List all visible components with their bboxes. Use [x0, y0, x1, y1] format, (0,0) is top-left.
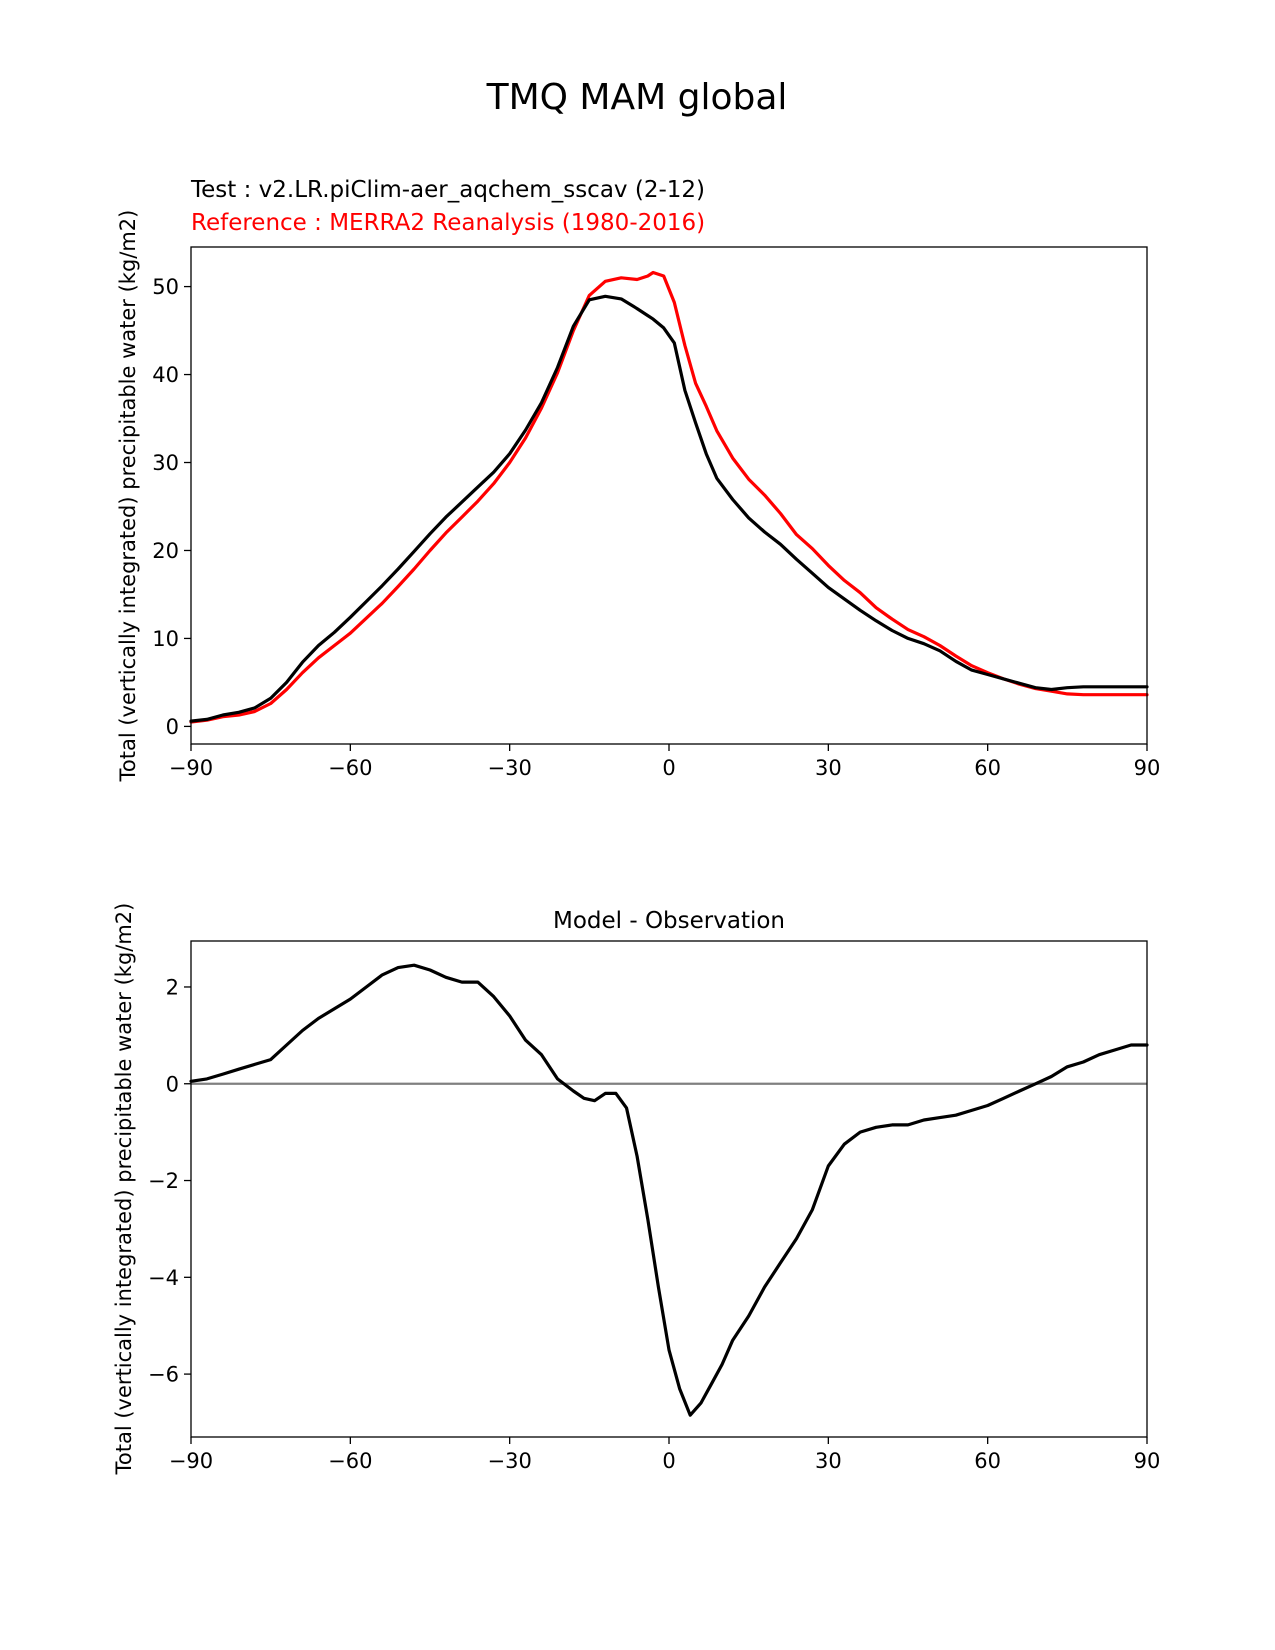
- top-xtick-label: −60: [328, 756, 372, 780]
- bottom-xtick-label: 30: [815, 1449, 842, 1473]
- bottom-xtick-label: −90: [169, 1449, 213, 1473]
- bottom-panel: Model - Observation −90 −60 −30 0 30 60 90 −6 −4…: [112, 903, 1160, 1476]
- top-lines: [189, 270, 1149, 724]
- series-line-difference: [189, 963, 1149, 1417]
- bottom-ytick-label: 0: [166, 1072, 179, 1096]
- bottom-ytick-label: −6: [148, 1363, 179, 1387]
- top-panel: Test : v2.LR.piClim-aer_aqchem_sscav (2-…: [116, 177, 1160, 782]
- bottom-ticks: −90 −60 −30 0 30 60 90 −6 −4 −2 0 2: [148, 975, 1160, 1473]
- top-ytick-label: 20: [152, 539, 179, 563]
- bottom-xtick-label: 60: [974, 1449, 1001, 1473]
- bottom-lines: [189, 963, 1149, 1417]
- bottom-ytick-label: −4: [148, 1266, 179, 1290]
- bottom-xtick-label: 90: [1134, 1449, 1161, 1473]
- bottom-axes-frame: [190, 940, 1148, 1438]
- top-ytick-label: 30: [152, 451, 179, 475]
- bottom-title: Model - Observation: [553, 908, 785, 934]
- series-line-reference: [189, 270, 1149, 724]
- bottom-xtick-label: −30: [488, 1449, 532, 1473]
- reference-label: Reference : MERRA2 Reanalysis (1980-2016…: [191, 210, 705, 236]
- top-xtick-label: 0: [662, 756, 675, 780]
- test-label: Test : v2.LR.piClim-aer_aqchem_sscav (2-…: [190, 177, 705, 203]
- top-xtick-label: −30: [488, 756, 532, 780]
- bottom-xtick-label: −60: [328, 1449, 372, 1473]
- bottom-ytick-label: −2: [148, 1169, 179, 1193]
- top-xtick-label: 90: [1134, 756, 1161, 780]
- top-xtick-label: 30: [815, 756, 842, 780]
- top-ytick-label: 10: [152, 627, 179, 651]
- top-ytick-label: 50: [152, 275, 179, 299]
- top-axes-frame: [190, 246, 1148, 745]
- top-ytick-label: 40: [152, 363, 179, 387]
- top-ylabel: Total (vertically integrated) precipitab…: [116, 210, 140, 783]
- top-ticks: −90 −60 −30 0 30 60 90 0 10 20 30 40 50: [152, 275, 1160, 780]
- bottom-ylabel: Total (vertically integrated) precipitab…: [112, 903, 136, 1476]
- series-line-test: [189, 294, 1149, 723]
- top-xtick-label: −90: [169, 756, 213, 780]
- figure-title: TMQ MAM global: [486, 77, 788, 118]
- top-ytick-label: 0: [166, 715, 179, 739]
- bottom-ytick-label: 2: [166, 975, 179, 999]
- bottom-xtick-label: 0: [662, 1449, 675, 1473]
- top-xtick-label: 60: [974, 756, 1001, 780]
